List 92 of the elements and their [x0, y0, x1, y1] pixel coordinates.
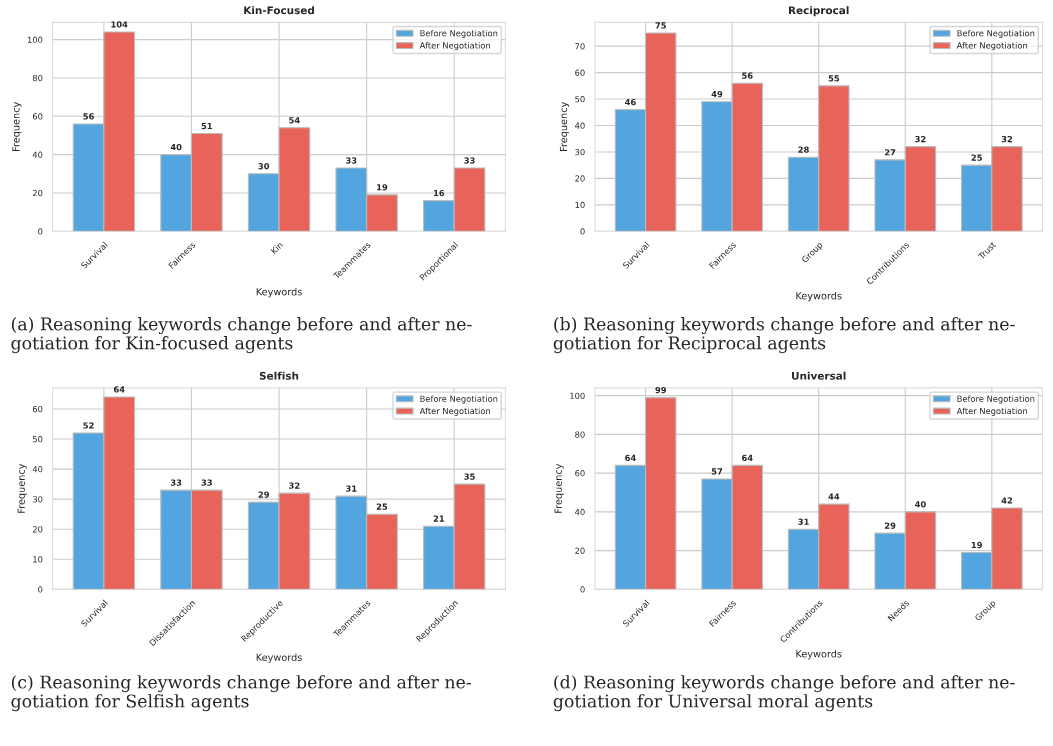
chart-title: Reciprocal: [788, 6, 849, 17]
data-label: 29: [258, 491, 269, 498]
y-tick-label: 100: [570, 392, 585, 399]
data-label: 40: [914, 501, 926, 508]
y-tick-label: 60: [32, 113, 43, 120]
data-label: 33: [464, 157, 475, 164]
data-label: 55: [828, 75, 840, 82]
data-label: 32: [289, 482, 300, 489]
y-axis-title: Frequency: [559, 102, 570, 151]
legend-label: After Negotiation: [419, 407, 490, 416]
data-label: 54: [289, 117, 300, 124]
y-tick-label: 80: [575, 431, 585, 438]
data-label: 32: [1001, 135, 1013, 143]
data-label: 56: [83, 113, 94, 120]
data-label: 31: [346, 485, 357, 492]
y-tick-label: 50: [575, 96, 585, 103]
data-label: 21: [433, 515, 445, 522]
y-tick-label: 100: [27, 36, 43, 43]
data-label: 19: [971, 541, 982, 549]
legend-label: After Negotiation: [419, 42, 490, 51]
x-axis-title: Keywords: [796, 291, 842, 302]
chart-title: Selfish: [259, 371, 299, 380]
data-label: 42: [1001, 497, 1013, 504]
y-tick-label: 30: [32, 496, 43, 503]
text: (c) Reasoning keywords change before and after ne- gotiation for Selfish agents: [11, 675, 471, 712]
y-tick-label: 60: [575, 69, 585, 76]
y-axis-title: Frequency: [12, 102, 22, 151]
legend-label: After Negotiation: [956, 42, 1028, 51]
data-label: 56: [742, 72, 753, 79]
data-label: 64: [625, 454, 636, 461]
y-tick-label: 20: [32, 526, 43, 533]
legend-label: Before Negotiation: [957, 395, 1035, 404]
text: (d) Reasoning keywords change before and after ne- gotiation for Universal moral agents: [553, 675, 1015, 712]
data-label: 57: [711, 468, 723, 475]
x-axis-title: Keywords: [256, 287, 302, 298]
chart-title: Universal: [792, 371, 846, 380]
data-label: 33: [346, 157, 357, 164]
data-label: 33: [201, 479, 212, 486]
data-label: 25: [971, 154, 982, 161]
legend-label: After Negotiation: [956, 407, 1028, 416]
legend-label: Before Negotiation: [420, 29, 498, 38]
data-label: 30: [258, 163, 270, 170]
text: (b) Reasoning keywords change before and after ne- gotiation for Reciprocal agents: [553, 317, 1015, 354]
y-axis-title: Frequency: [17, 463, 27, 513]
y-tick-label: 20: [575, 547, 585, 554]
data-label: 75: [655, 22, 666, 29]
y-tick-label: 20: [575, 175, 585, 182]
data-label: 16: [434, 189, 445, 197]
y-tick-label: 40: [575, 508, 585, 516]
y-tick-label: 20: [32, 189, 43, 197]
y-tick-label: 60: [575, 470, 585, 477]
data-label: 29: [884, 522, 896, 529]
data-label: 35: [464, 473, 475, 480]
y-tick-label: 60: [32, 405, 43, 413]
y-tick-label: 40: [32, 151, 43, 158]
data-label: 28: [798, 146, 809, 153]
data-label: 32: [915, 135, 926, 143]
y-tick-label: 0: [580, 228, 585, 235]
chart-title: Kin-Focused: [244, 6, 314, 15]
y-tick-label: 70: [575, 43, 585, 50]
x-axis-title: Keywords: [256, 653, 302, 663]
data-label: 27: [884, 149, 896, 156]
data-label: 64: [742, 454, 753, 461]
y-tick-label: 0: [580, 586, 585, 593]
y-tick-label: 10: [33, 556, 43, 563]
legend-label: Before Negotiation: [957, 29, 1035, 38]
data-label: 46: [625, 98, 636, 106]
data-label: 104: [111, 21, 128, 28]
y-tick-label: 80: [32, 74, 43, 82]
data-label: 44: [828, 493, 840, 500]
data-label: 49: [711, 91, 723, 98]
data-label: 51: [201, 122, 213, 130]
data-label: 33: [170, 479, 182, 486]
y-tick-label: 40: [575, 122, 585, 129]
x-tick-label: Kin: [270, 241, 284, 255]
data-label: 25: [376, 503, 388, 510]
data-label: 31: [798, 518, 809, 525]
data-label: 99: [655, 386, 666, 394]
y-tick-label: 50: [32, 436, 43, 443]
text: (a) Reasoning keywords change before and after ne- gotiation for Kin-focused agents: [11, 317, 472, 354]
x-axis-title: Keywords: [796, 649, 842, 660]
y-tick-label: 0: [38, 586, 43, 593]
y-tick-label: 10: [575, 201, 585, 209]
data-label: 52: [83, 422, 94, 429]
y-tick-label: 40: [32, 466, 43, 473]
y-axis-title: Frequency: [554, 463, 564, 513]
data-label: 19: [377, 184, 388, 191]
data-label: 64: [113, 386, 125, 393]
y-tick-label: 30: [575, 148, 585, 156]
y-tick-label: 0: [38, 228, 43, 235]
data-label: 40: [170, 143, 182, 151]
legend-label: Before Negotiation: [420, 395, 498, 404]
